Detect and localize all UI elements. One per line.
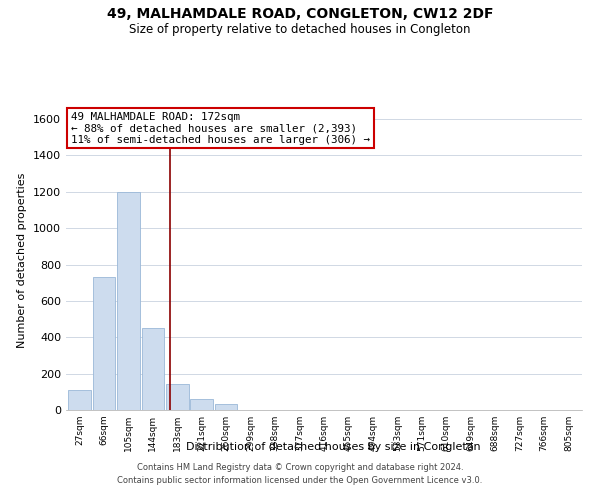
- Bar: [190, 399, 213, 410]
- Bar: [215, 404, 238, 410]
- Text: Contains HM Land Registry data © Crown copyright and database right 2024.: Contains HM Land Registry data © Crown c…: [137, 464, 463, 472]
- Y-axis label: Number of detached properties: Number of detached properties: [17, 172, 28, 348]
- Text: Contains public sector information licensed under the Open Government Licence v3: Contains public sector information licen…: [118, 476, 482, 485]
- Bar: [68, 390, 91, 410]
- Bar: [92, 278, 115, 410]
- Bar: [166, 384, 188, 410]
- Bar: [117, 192, 140, 410]
- Bar: [142, 328, 164, 410]
- Text: 49, MALHAMDALE ROAD, CONGLETON, CW12 2DF: 49, MALHAMDALE ROAD, CONGLETON, CW12 2DF: [107, 8, 493, 22]
- Text: Size of property relative to detached houses in Congleton: Size of property relative to detached ho…: [129, 22, 471, 36]
- Text: Distribution of detached houses by size in Congleton: Distribution of detached houses by size …: [185, 442, 481, 452]
- Text: 49 MALHAMDALE ROAD: 172sqm
← 88% of detached houses are smaller (2,393)
11% of s: 49 MALHAMDALE ROAD: 172sqm ← 88% of deta…: [71, 112, 370, 144]
